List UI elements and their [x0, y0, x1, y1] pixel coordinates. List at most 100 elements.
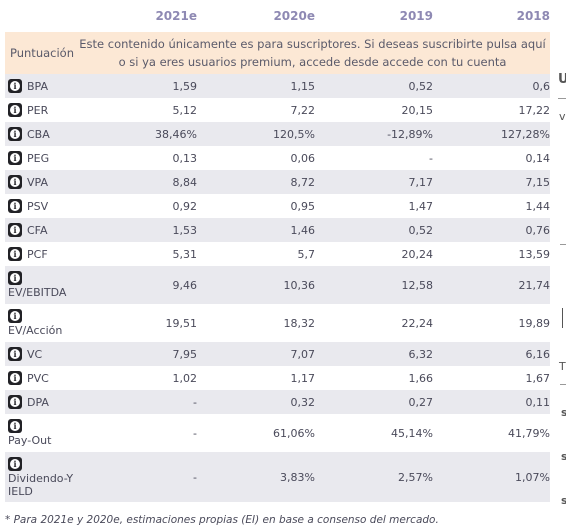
info-icon[interactable]: i: [8, 103, 22, 117]
value-cell: 0,52: [315, 74, 433, 98]
value-cell: 18,32: [197, 304, 315, 342]
row-label: Dividendo-YIELD: [8, 471, 74, 498]
value-cell: 1,02: [75, 366, 197, 390]
row-label: Pay-Out: [8, 434, 52, 447]
info-icon[interactable]: i: [8, 395, 22, 409]
value-cell: 1,46: [197, 218, 315, 242]
column-header[interactable]: 2020e: [273, 9, 315, 23]
row-label: CBA: [27, 127, 50, 141]
value-cell: 5,31: [75, 242, 197, 266]
value-cell: 22,24: [315, 304, 433, 342]
info-icon[interactable]: i: [8, 371, 22, 385]
value-cell: 6,16: [433, 342, 550, 366]
value-cell: 1,66: [315, 366, 433, 390]
value-cell: 7,22: [197, 98, 315, 122]
value-cell: 127,28%: [433, 122, 550, 146]
value-cell: 12,58: [315, 266, 433, 304]
info-icon[interactable]: i: [8, 247, 22, 261]
row-label-cell: i CFA: [5, 218, 75, 242]
value-cell: 1,67: [433, 366, 550, 390]
value-cell: 0,6: [433, 74, 550, 98]
column-header[interactable]: 2018: [516, 9, 550, 23]
row-label: PEG: [27, 151, 50, 165]
value-cell: 0,14: [433, 146, 550, 170]
value-cell: 38,46%: [75, 122, 197, 146]
info-icon[interactable]: i: [8, 151, 22, 165]
info-icon[interactable]: i: [8, 175, 22, 189]
table-row: i DPA -0,32 0,27 0,11: [5, 390, 550, 414]
row-label-cell: i PSV: [5, 194, 75, 218]
value-cell: 8,72: [197, 170, 315, 194]
value-cell: 10,36: [197, 266, 315, 304]
row-label-cell: i EV/Acción: [5, 304, 75, 342]
info-icon[interactable]: i: [8, 456, 22, 471]
table-row: i VPA 8,84 8,72 7,17 7,15: [5, 170, 550, 194]
value-cell: 120,5%: [197, 122, 315, 146]
value-cell: -: [75, 452, 197, 502]
value-cell: 0,76: [433, 218, 550, 242]
row-label: PER: [27, 103, 49, 117]
value-cell: 0,13: [75, 146, 197, 170]
value-cell: 8,84: [75, 170, 197, 194]
row-label-cell: i PER: [5, 98, 75, 122]
score-label: Puntuación: [5, 32, 75, 74]
value-cell: 0,27: [315, 390, 433, 414]
row-label-cell: i EV/EBITDA: [5, 266, 75, 304]
table-row: i CFA 1,53 1,46 0,52 0,76: [5, 218, 550, 242]
subscribe-notice[interactable]: Este contenido únicamente es para suscri…: [75, 32, 550, 74]
value-cell: 3,83%: [197, 452, 315, 502]
value-cell: 0,32: [197, 390, 315, 414]
row-label: VC: [27, 347, 43, 361]
page-edge-fragments: U v T s s s: [558, 72, 566, 507]
row-label-cell: i PVC: [5, 366, 75, 390]
info-icon[interactable]: i: [8, 127, 22, 141]
column-header[interactable]: 2019: [399, 9, 433, 23]
row-label: PSV: [27, 199, 49, 213]
table-row: i EV/EBITDA 9,46 10,36 12,58 21,74: [5, 266, 550, 304]
value-cell: 21,74: [433, 266, 550, 304]
value-cell: 1,07%: [433, 452, 550, 502]
row-label-cell: i VC: [5, 342, 75, 366]
table-row: i Pay-Out -61,06% 45,14% 41,79%: [5, 414, 550, 452]
info-icon[interactable]: i: [8, 309, 22, 323]
header-blank: [5, 0, 75, 32]
table-row: i PCF 5,31 5,7 20,24 13,59: [5, 242, 550, 266]
value-cell: 7,15: [433, 170, 550, 194]
value-cell: 41,79%: [433, 414, 550, 452]
row-label: CFA: [27, 223, 48, 237]
info-icon[interactable]: i: [8, 199, 22, 213]
row-label-cell: i PEG: [5, 146, 75, 170]
row-label: EV/EBITDA: [8, 286, 67, 299]
value-cell: 6,32: [315, 342, 433, 366]
value-cell: 5,12: [75, 98, 197, 122]
value-cell: 0,95: [197, 194, 315, 218]
header-row: 2021e 2020e 2019 2018: [5, 0, 550, 32]
info-icon[interactable]: i: [8, 223, 22, 237]
row-label-cell: i Dividendo-YIELD: [5, 452, 75, 502]
table-row: i EV/Acción 19,51 18,32 22,24 19,89: [5, 304, 550, 342]
info-icon[interactable]: i: [8, 79, 22, 93]
value-cell: 0,52: [315, 218, 433, 242]
table-row: i PEG 0,13 0,06-0,14: [5, 146, 550, 170]
value-cell: 0,92: [75, 194, 197, 218]
value-cell: 61,06%: [197, 414, 315, 452]
info-icon[interactable]: i: [8, 419, 22, 433]
info-icon[interactable]: i: [8, 271, 22, 285]
value-cell: -: [75, 414, 197, 452]
table-row: i PSV 0,92 0,95 1,47 1,44: [5, 194, 550, 218]
value-cell: 5,7: [197, 242, 315, 266]
row-label: PCF: [27, 247, 48, 261]
value-cell: 0,06: [197, 146, 315, 170]
table-row: i VC 7,95 7,07 6,32 6,16: [5, 342, 550, 366]
value-cell: -12,89%: [315, 122, 433, 146]
score-row: Puntuación Este contenido únicamente es …: [5, 32, 550, 74]
value-cell: 1,47: [315, 194, 433, 218]
table-row: i BPA 1,59 1,15 0,52 0,6: [5, 74, 550, 98]
info-icon[interactable]: i: [8, 347, 22, 361]
value-cell: 1,53: [75, 218, 197, 242]
column-header[interactable]: 2021e: [155, 9, 197, 23]
row-label: VPA: [27, 175, 48, 189]
row-label-cell: i PCF: [5, 242, 75, 266]
value-cell: 20,15: [315, 98, 433, 122]
value-cell: 7,07: [197, 342, 315, 366]
